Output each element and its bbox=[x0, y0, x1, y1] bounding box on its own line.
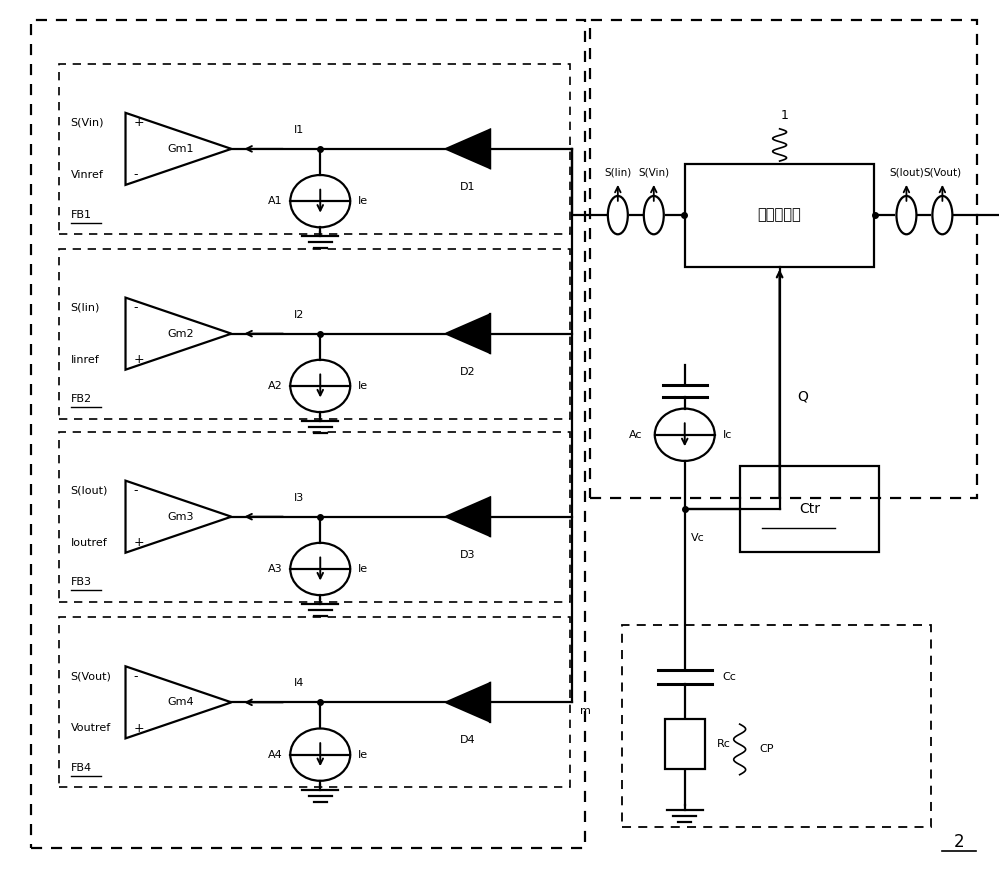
Text: Rc: Rc bbox=[717, 739, 731, 749]
Bar bbox=[31, 20, 585, 848]
Text: I4: I4 bbox=[294, 678, 304, 689]
Bar bbox=[685, 163, 874, 266]
Text: Vc: Vc bbox=[691, 533, 704, 543]
Text: Ic: Ic bbox=[723, 430, 732, 440]
Text: S(Vin): S(Vin) bbox=[638, 168, 669, 177]
Bar bbox=[59, 249, 570, 419]
Text: +: + bbox=[134, 116, 144, 129]
Text: Vinref: Vinref bbox=[71, 170, 103, 180]
Text: +: + bbox=[134, 722, 144, 735]
Bar bbox=[665, 718, 705, 769]
Text: A1: A1 bbox=[268, 196, 282, 206]
Polygon shape bbox=[446, 684, 490, 721]
Text: Voutref: Voutref bbox=[71, 724, 111, 733]
Text: FB2: FB2 bbox=[71, 395, 92, 404]
Text: 1: 1 bbox=[781, 109, 789, 122]
Text: -: - bbox=[134, 301, 138, 314]
Text: -: - bbox=[134, 484, 138, 497]
Text: S(Vout): S(Vout) bbox=[71, 671, 111, 681]
Text: S(Iout): S(Iout) bbox=[889, 168, 924, 177]
Text: Gm2: Gm2 bbox=[167, 328, 194, 339]
Text: 功率级电路: 功率级电路 bbox=[758, 208, 801, 223]
Text: -: - bbox=[134, 168, 138, 182]
Text: S(Vin): S(Vin) bbox=[71, 118, 104, 127]
Text: S(Iin): S(Iin) bbox=[604, 168, 631, 177]
Text: Q: Q bbox=[798, 389, 808, 403]
Text: S(Iout): S(Iout) bbox=[71, 485, 108, 496]
Text: -: - bbox=[134, 670, 138, 683]
Text: FB1: FB1 bbox=[71, 210, 92, 220]
Polygon shape bbox=[446, 314, 490, 353]
Text: S(Vout): S(Vout) bbox=[923, 168, 961, 177]
Text: Ie: Ie bbox=[358, 750, 368, 760]
Text: +: + bbox=[134, 354, 144, 367]
Polygon shape bbox=[446, 498, 490, 536]
Text: Ie: Ie bbox=[358, 196, 368, 206]
Text: FB4: FB4 bbox=[71, 763, 92, 773]
Text: I1: I1 bbox=[294, 125, 304, 135]
Polygon shape bbox=[446, 130, 490, 168]
Bar bbox=[622, 625, 931, 827]
Text: Gm4: Gm4 bbox=[167, 698, 194, 707]
Text: I2: I2 bbox=[294, 310, 304, 320]
Text: D3: D3 bbox=[460, 550, 476, 560]
Text: FB3: FB3 bbox=[71, 578, 92, 588]
Text: Ctr: Ctr bbox=[799, 502, 820, 516]
Text: D4: D4 bbox=[460, 735, 476, 746]
Text: Iinref: Iinref bbox=[71, 354, 99, 365]
Text: A4: A4 bbox=[268, 750, 282, 760]
Bar bbox=[59, 432, 570, 601]
Text: A2: A2 bbox=[268, 381, 282, 391]
Text: Ie: Ie bbox=[358, 564, 368, 574]
Text: m: m bbox=[580, 706, 591, 716]
Text: 2: 2 bbox=[954, 833, 965, 851]
Bar bbox=[59, 617, 570, 787]
Text: A3: A3 bbox=[268, 564, 282, 574]
Text: D1: D1 bbox=[460, 182, 476, 192]
Text: +: + bbox=[134, 536, 144, 549]
Text: I3: I3 bbox=[294, 492, 304, 503]
Text: Gm1: Gm1 bbox=[167, 144, 194, 154]
Text: Gm3: Gm3 bbox=[167, 512, 194, 522]
Text: Ie: Ie bbox=[358, 381, 368, 391]
Text: Ioutref: Ioutref bbox=[71, 538, 107, 548]
Text: D2: D2 bbox=[460, 367, 476, 377]
Bar bbox=[590, 20, 977, 498]
Text: S(Iin): S(Iin) bbox=[71, 303, 100, 313]
Bar bbox=[59, 64, 570, 234]
Text: Ac: Ac bbox=[629, 430, 643, 440]
Text: CP: CP bbox=[760, 745, 774, 754]
Bar bbox=[740, 466, 879, 552]
Text: Cc: Cc bbox=[723, 672, 737, 682]
